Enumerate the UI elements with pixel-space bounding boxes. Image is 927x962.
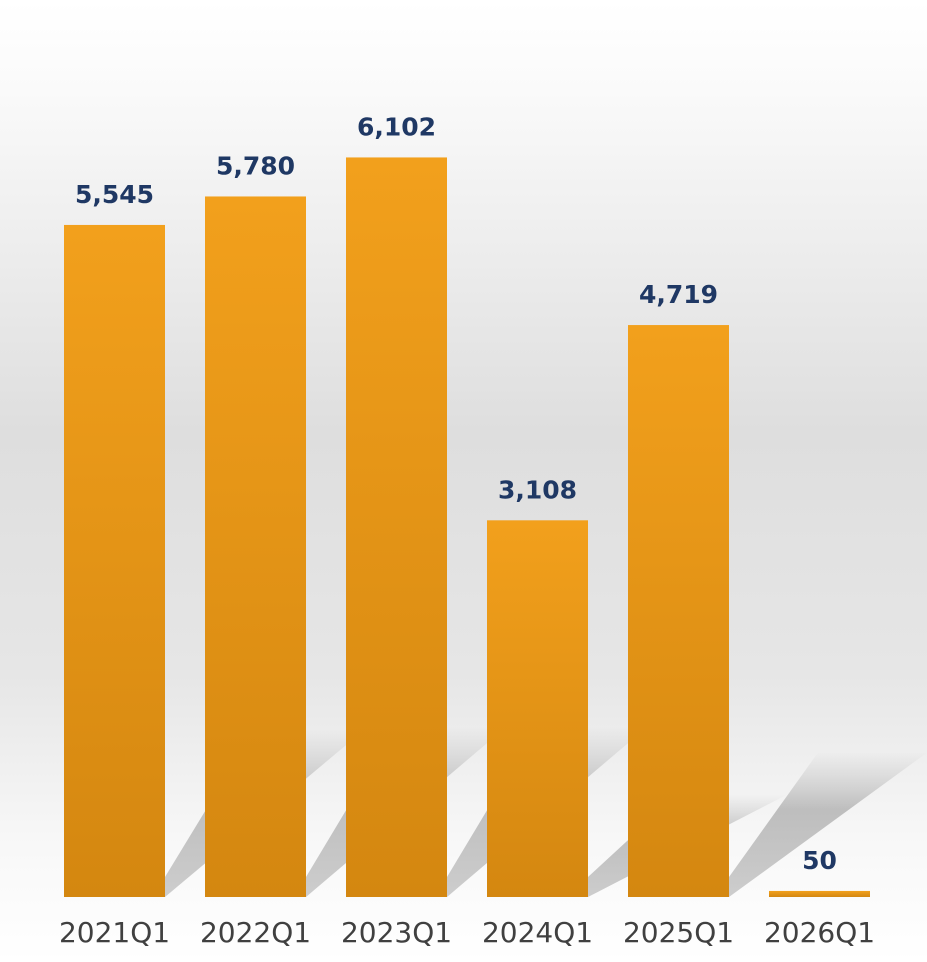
bars [64, 157, 870, 898]
category-labels: 2021Q1 2022Q1 2023Q1 2024Q1 2025Q1 2026Q1 [59, 916, 875, 949]
bar-2024Q1 [487, 520, 588, 897]
category-label: 2026Q1 [764, 916, 875, 949]
category-label: 2024Q1 [482, 916, 593, 949]
bar-2022Q1 [205, 196, 306, 898]
category-label: 2022Q1 [200, 916, 311, 949]
bar-2025Q1 [628, 325, 729, 897]
category-label: 2025Q1 [623, 916, 734, 949]
value-label: 50 [802, 846, 837, 875]
value-label: 5,545 [75, 180, 154, 209]
value-labels: 5,545 5,780 6,102 3,108 4,719 50 [75, 112, 837, 875]
bar-shadow [729, 751, 927, 897]
value-label: 5,780 [216, 151, 295, 180]
bar-2026Q1 [769, 890, 870, 897]
category-label: 2023Q1 [341, 916, 452, 949]
bar-2023Q1 [346, 157, 447, 897]
value-label: 6,102 [357, 112, 436, 141]
bar-2021Q1 [64, 224, 165, 898]
bar-shadow [165, 729, 365, 897]
category-label: 2021Q1 [59, 916, 170, 949]
value-label: 4,719 [639, 280, 718, 309]
value-label: 3,108 [498, 475, 577, 504]
